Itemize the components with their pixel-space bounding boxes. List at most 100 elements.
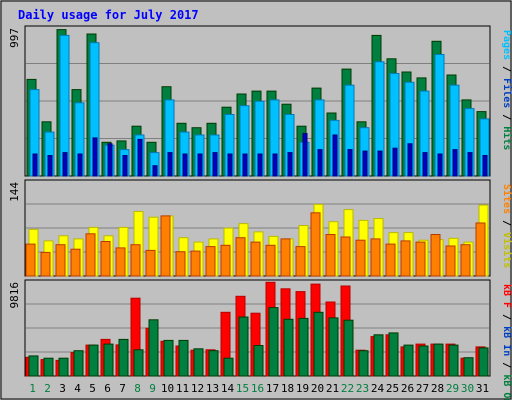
bar-kb-out-day-23: kB Out 23: 2700: [358, 350, 369, 377]
x-tick-label: 26: [401, 382, 414, 395]
bar-sites-day-13: Sites 13: 46: [205, 246, 216, 277]
bar-kb-out-day-4: kB Out 4: 2700: [73, 350, 84, 377]
bar-pages-day-15: Pages 15: 150: [242, 153, 248, 177]
x-tick-label: 25: [386, 382, 399, 395]
bar-pages-day-13: Pages 13: 160: [212, 152, 218, 177]
legend-entry: /: [501, 108, 512, 126]
legend-entry: kB In: [501, 326, 512, 356]
bar-kb-out-day-16: kB Out 16: 3250: [253, 345, 264, 377]
bar-pages-day-20: Pages 20: 180: [317, 149, 323, 177]
bar-pages-day-6: Pages 6: 220: [107, 143, 113, 177]
bar-pages-day-3: Pages 3: 160: [62, 152, 68, 177]
bar-kb-out-day-3: kB Out 3: 1900: [58, 357, 69, 377]
panel-kb: 9816 kB F / kB In / kB OutkB F 1: 2000kB …: [8, 279, 512, 400]
panel-max-label: 997: [8, 28, 21, 48]
bar-kb-out-day-25: kB Out 25: 4600: [388, 332, 399, 377]
x-tick-label: 22: [341, 382, 354, 395]
x-tick-label: 27: [416, 382, 429, 395]
bar-sites-day-19: Sites 19: 46: [295, 246, 306, 277]
x-tick-label: 16: [251, 382, 264, 395]
x-axis-day-labels: 1 2 3 4 5 6 7 8 9 10 11 12 13 14 15 16 17 18 19 20 21 22 23 24 2…: [29, 382, 489, 395]
bar-pages-day-2: Pages 2: 140: [47, 155, 53, 177]
bar-pages-day-23: Pages 23: 170: [362, 150, 368, 177]
bar-pages-day-16: Pages 16: 150: [257, 153, 263, 177]
x-tick-label: 19: [296, 382, 309, 395]
bar-kb-out-day-26: kB Out 26: 3300: [403, 344, 414, 377]
x-tick-label: 23: [356, 382, 369, 395]
bar-pages-day-28: Pages 28: 150: [437, 153, 443, 177]
legend-entry: Pages: [501, 30, 512, 60]
bar-sites-day-18: Sites 18: 58: [280, 238, 291, 277]
bar-sites-day-25: Sites 25: 50: [385, 243, 396, 277]
bar-kb-out-day-12: kB Out 12: 2900: [193, 348, 204, 377]
bar-pages-day-8: Pages 8: 250: [137, 138, 143, 177]
bar-sites-day-23: Sites 23: 56: [355, 239, 366, 277]
panel-series-legend: Sites / Visits: [501, 184, 512, 268]
x-tick-label: 21: [326, 382, 339, 395]
bar-sites-day-9: Sites 9: 40: [145, 249, 156, 277]
bar-pages-day-11: Pages 11: 150: [182, 153, 188, 177]
bar-pages-day-12: Pages 12: 150: [197, 153, 203, 177]
bar-kb-out-day-24: kB Out 24: 4400: [373, 334, 384, 377]
bar-sites-day-4: Sites 4: 42: [70, 248, 81, 277]
legend-entry: /: [501, 356, 512, 374]
bar-sites-day-14: Sites 14: 48: [220, 244, 231, 277]
bar-pages-day-4: Pages 4: 150: [77, 153, 83, 177]
bar-pages-day-21: Pages 21: 280: [332, 134, 338, 177]
x-tick-label: 5: [89, 382, 96, 395]
bar-sites-day-20: Sites 20: 99: [310, 212, 321, 277]
x-tick-label: 29: [446, 382, 459, 395]
bar-kb-out-day-9: kB Out 9: 6000: [148, 319, 159, 377]
x-tick-label: 14: [221, 382, 235, 395]
legend-entry: Sites: [501, 184, 512, 214]
bar-sites-day-1: Sites 1: 50: [25, 243, 36, 277]
bar-kb-out-day-30: kB Out 30: 1950: [463, 357, 474, 377]
legend-entry: kB Out: [501, 374, 512, 400]
bar-kb-out-day-29: kB Out 29: 3300: [448, 344, 459, 377]
bar-kb-out-day-19: kB Out 19: 6150: [298, 317, 309, 377]
bar-sites-day-10: Sites 10: 94: [160, 215, 171, 277]
bar-sites-day-22: Sites 22: 61: [340, 236, 351, 277]
x-tick-label: 12: [191, 382, 204, 395]
legend-entry: /: [501, 214, 512, 232]
bar-pages-day-31: Pages 31: 140: [482, 155, 488, 177]
bar-sites-day-29: Sites 29: 47: [445, 245, 456, 277]
bar-kb-out-day-2: kB Out 2: 1900: [43, 357, 54, 377]
legend-entry: Visits: [501, 232, 512, 268]
bar-kb-out-day-8: kB Out 8: 2800: [133, 349, 144, 377]
bar-sites-day-31: Sites 31: 83: [475, 222, 486, 277]
bar-kb-out-day-6: kB Out 6: 3400: [103, 343, 114, 377]
legend-entry: /: [501, 308, 512, 326]
bar-pages-day-29: Pages 29: 180: [452, 149, 458, 177]
bar-sites-day-15: Sites 15: 60: [235, 237, 246, 277]
x-tick-label: 18: [281, 382, 294, 395]
x-tick-label: 31: [476, 382, 489, 395]
legend-entry: /: [501, 60, 512, 78]
bar-kb-out-day-10: kB Out 10: 3800: [163, 339, 174, 377]
bar-sites-day-27: Sites 27: 53: [415, 241, 426, 277]
x-tick-label: 28: [431, 382, 444, 395]
panel-series-legend: kB F / kB In / kB Out: [501, 284, 512, 400]
bar-kb-out-day-17: kB Out 17: 7300: [268, 307, 279, 377]
bar-pages-day-30: Pages 30: 160: [467, 152, 473, 177]
bar-sites-day-11: Sites 11: 38: [175, 251, 186, 277]
bar-sites-day-7: Sites 7: 44: [115, 247, 126, 277]
bar-kb-out-day-14: kB Out 14: 1900: [223, 357, 234, 377]
legend-entry: Hits: [501, 126, 512, 150]
bar-kb-out-day-5: kB Out 5: 3300: [88, 344, 99, 377]
bar-sites-day-3: Sites 3: 49: [55, 244, 66, 277]
bar-kb-out-day-11: kB Out 11: 3800: [178, 339, 189, 377]
x-tick-label: 10: [161, 382, 174, 395]
bar-kb-out-day-28: kB Out 28: 3400: [433, 343, 444, 377]
panel-hits-files-pages: 997 Pages / Files / HitsHits 1: 660Hits 2…: [8, 25, 512, 177]
bar-kb-out-day-7: kB Out 7: 3900: [118, 338, 129, 377]
bar-pages-day-25: Pages 25: 190: [392, 147, 398, 177]
bar-pages-day-1: Pages 1: 150: [32, 153, 38, 177]
bar-sites-day-30: Sites 30: 49: [460, 244, 471, 277]
bar-kb-out-day-18: kB Out 18: 6050: [283, 318, 294, 377]
bar-pages-day-9: Pages 9: 70: [152, 165, 158, 177]
bar-sites-day-21: Sites 21: 65: [325, 234, 336, 277]
bar-sites-day-24: Sites 24: 58: [370, 238, 381, 277]
bar-pages-day-10: Pages 10: 160: [167, 152, 173, 177]
